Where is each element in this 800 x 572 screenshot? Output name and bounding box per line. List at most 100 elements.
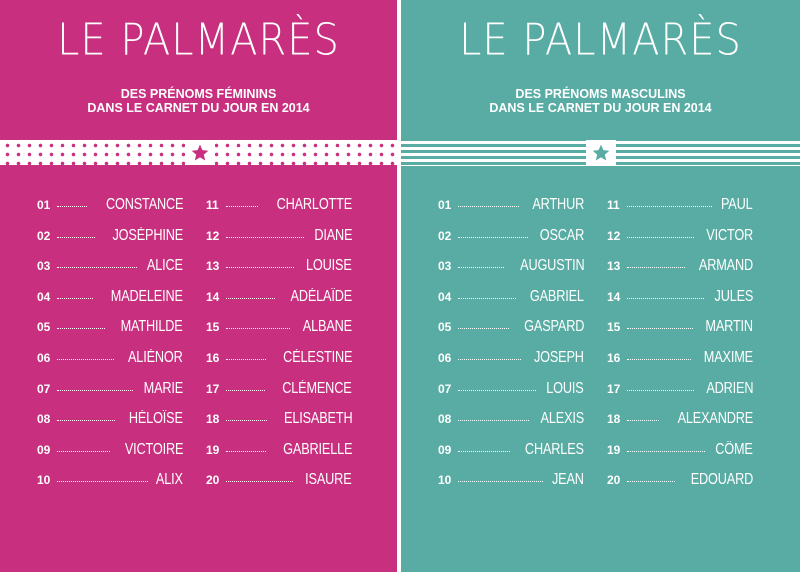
rank-number: 11 [206,198,219,212]
first-name: LOUIS [546,379,584,397]
list-item: 08 ALEXIS [438,410,584,441]
dotted-leader [226,267,295,269]
rank-number: 05 [37,320,51,335]
dotted-leader [226,358,266,360]
first-name: EDOUARD [690,471,754,489]
list-item: 18 ALEXANDRE [607,410,753,441]
dotted-leader [57,420,116,422]
feminine-subtitle-line2: DANS LE CARNET DU JOUR EN 2014 [87,101,310,115]
first-name: JOSEPH [534,348,584,366]
first-name: ARTHUR [532,196,584,213]
rank-number: 09 [438,442,452,457]
rank-number: 17 [607,381,621,396]
dotted-leader [226,236,304,238]
first-name: JULES [714,287,753,305]
rank-number: 20 [607,473,621,488]
dotted-leader [627,236,694,238]
masculine-subtitle-line1: DES PRÉNOMS MASCULINS [515,87,686,101]
dotted-leader [57,328,106,330]
list-item: 18 ELISABETH [206,410,352,441]
feminine-title: LE PALMARÈS [57,14,340,66]
rank-number: 13 [206,259,220,274]
masculine-subtitle-line2: DANS LE CARNET DU JOUR EN 2014 [489,101,712,115]
rank-number: 01 [37,198,51,212]
first-name: ALICE [147,257,183,275]
list-item: 05 GASPARD [438,318,584,349]
first-name: CÔME [715,440,754,458]
first-name: ALIÉNOR [128,348,183,366]
first-name: JOSÉPHINE [112,226,183,244]
first-name: DIANE [313,226,352,244]
dotted-leader [627,297,704,299]
dotted-leader [627,481,675,483]
first-name: CHARLES [525,440,584,458]
star-icon [185,140,215,165]
feminine-list-right: 11 CHARLOTTE 12 DIANE 13 LOUISE 14 ADÉLAÏDE 15 AL… [206,196,352,502]
first-name: JEAN [552,471,584,489]
rank-number: 20 [206,473,220,488]
dotted-leader [226,420,267,422]
dotted-leader [627,389,694,391]
first-name: MADELEINE [111,287,183,305]
dotted-leader [458,450,511,452]
dotted-leader [57,389,133,391]
list-item: 12 VICTOR [607,227,753,258]
dotted-leader [627,420,659,422]
list-item: 03 AUGUSTIN [438,257,584,288]
list-item: 19 GABRIELLE [206,441,352,472]
dotted-leader [57,358,115,360]
dotted-leader [458,358,522,360]
dotted-leader [458,236,528,238]
rank-number: 04 [438,289,452,304]
first-name: MAXIME [703,348,753,366]
rank-number: 17 [206,381,220,396]
list-item: 09 VICTOIRE [37,441,183,472]
first-name: ISAURE [305,471,353,489]
first-name: LOUISE [306,257,352,275]
rank-number: 08 [438,412,452,427]
masculine-list-left: 01 ARTHUR 02 OSCAR 03 AUGUSTIN 04 GABRIEL 05 GASP… [438,196,584,502]
dotted-leader [57,481,149,483]
rank-number: 02 [37,228,51,243]
list-item: 09 CHARLES [438,441,584,472]
dotted-leader [627,358,692,360]
list-item: 13 ARMAND [607,257,753,288]
list-item: 14 ADÉLAÏDE [206,288,352,319]
list-item: 11 CHARLOTTE [206,196,352,227]
dotted-leader [226,206,258,207]
rank-number: 19 [206,442,220,457]
first-name: HÉLOÏSE [129,410,183,428]
list-item: 16 CÉLESTINE [206,349,352,380]
dotted-leader [458,297,517,299]
first-name: ALBANE [302,318,352,336]
dotted-leader [458,267,504,269]
dotted-leader [57,206,87,207]
feminine-panel: LE PALMARÈS DES PRÉNOMS FÉMININS DANS LE… [0,0,397,572]
rank-number: 10 [37,473,51,488]
list-item: 01 ARTHUR [438,196,584,227]
rank-number: 16 [206,350,220,365]
list-item: 16 MAXIME [607,349,753,380]
list-item: 03 ALICE [37,257,183,288]
list-item: 15 MARTIN [607,318,753,349]
feminine-subtitle-line1: DES PRÉNOMS FÉMININS [120,87,277,101]
dotted-leader [226,481,294,483]
first-name: GASPARD [523,318,584,336]
rank-number: 08 [37,412,51,427]
dotted-leader [57,450,110,452]
rank-number: 02 [438,228,452,243]
feminine-list-left: 01 CONSTANCE 02 JOSÉPHINE 03 ALICE 04 MADELEINE… [37,196,183,502]
first-name: ADÉLAÏDE [290,287,352,305]
rank-number: 15 [607,320,621,335]
list-item: 04 GABRIEL [438,288,584,319]
first-name: AUGUSTIN [519,257,585,275]
first-name: PAUL [721,196,753,213]
rank-number: 16 [607,350,621,365]
rank-number: 10 [438,473,452,488]
first-name: CLÉMENCE [282,379,352,397]
rank-number: 18 [206,412,220,427]
list-item: 08 HÉLOÏSE [37,410,183,441]
list-item: 06 JOSEPH [438,349,584,380]
first-name: ARMAND [698,257,753,275]
